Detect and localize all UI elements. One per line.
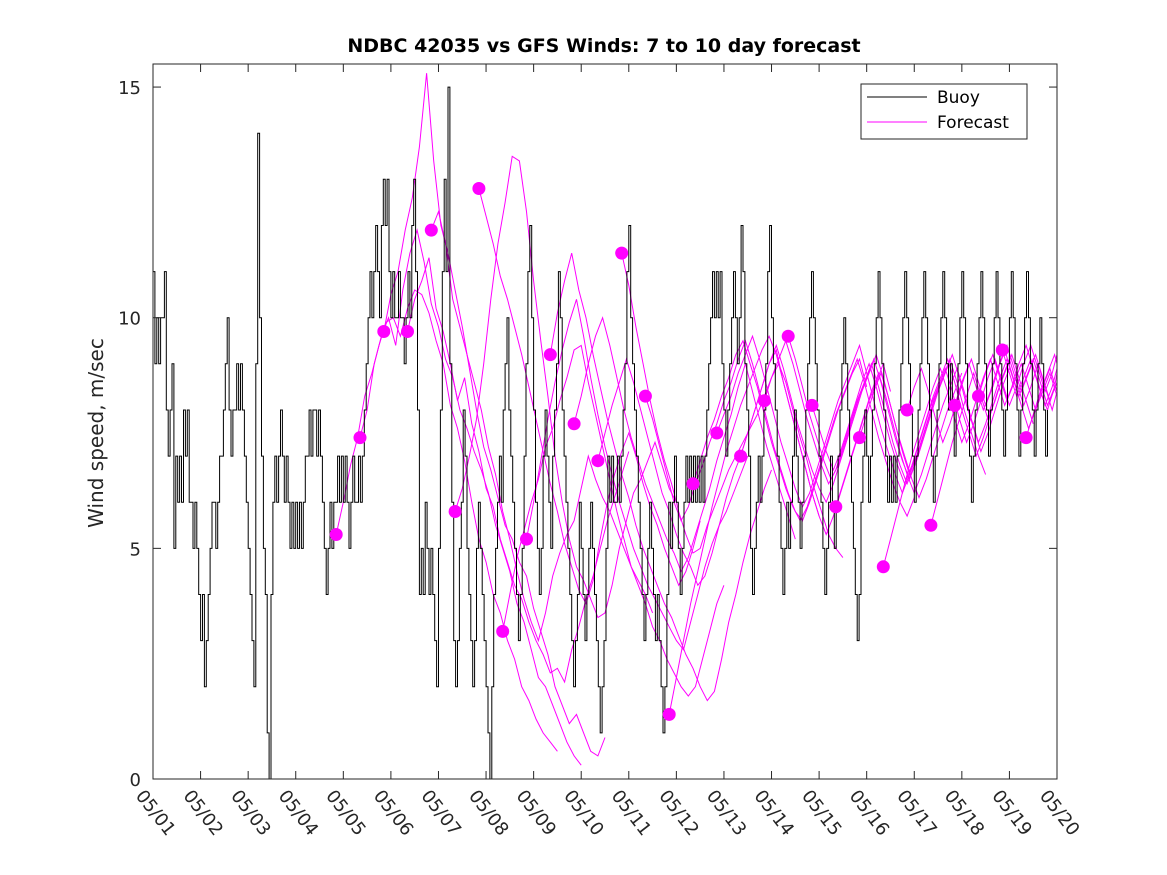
forecast-marker-12 [591,454,605,468]
legend-label-buoy: Buoy [937,88,980,108]
forecast-line-22 [835,357,1057,507]
forecast-marker-10 [543,348,557,362]
forecast-marker-9 [520,532,533,546]
forecast-marker-18 [734,449,748,463]
forecast-marker-3 [377,325,391,338]
forecast-marker-25 [900,403,914,417]
y-tick-label-15: 15 [118,78,141,99]
forecast-line-18 [740,343,963,504]
forecast-line-7 [478,188,701,606]
y-tick-label-5: 5 [130,539,141,560]
forecast-line-13 [621,252,844,558]
forecast-marker-19 [757,394,771,408]
forecast-marker-11 [567,417,581,431]
forecast-line-17 [716,334,939,509]
plot-area [153,64,1057,779]
forecast-marker-28 [972,389,985,403]
forecast-marker-7 [472,182,486,195]
forecast-line-4 [407,257,630,684]
forecast-line-11 [573,316,796,573]
forecast-marker-1 [329,528,343,541]
legend-label-forecast: Forecast [937,113,1009,133]
legend: Buoy Forecast [860,83,1028,140]
forecast-marker-15 [662,707,676,721]
forecast-marker-14 [638,389,652,403]
buoy-line [153,86,1048,779]
forecast-marker-8 [496,624,510,638]
forecast-line-3 [383,73,606,757]
y-tick-label-10: 10 [118,309,141,330]
forecast-marker-22 [829,500,843,514]
legend-box [860,83,1028,140]
forecast-marker-2 [353,431,367,445]
forecast-lines [335,73,1057,766]
forecast-line-6 [454,155,677,619]
forecast-marker-29 [995,343,1009,357]
forecast-line-10 [549,252,772,702]
forecast-line-2 [359,228,582,766]
forecast-marker-16 [686,477,700,491]
buoy-line-group [153,86,1048,779]
forecast-marker-20 [781,329,795,343]
forecast-line-9 [526,299,749,651]
forecast-line-5 [430,209,654,643]
forecast-marker-24 [876,560,890,574]
chart-title: NDBC 42035 vs GFS Winds: 7 to 10 day for… [347,35,860,57]
forecast-line-14 [644,339,868,522]
forecast-marker-27 [948,398,962,412]
forecast-marker-23 [853,431,866,445]
forecast-marker-26 [924,518,938,532]
forecast-marker-21 [805,398,819,412]
plot-frame [152,63,1058,780]
forecast-marker-6 [448,505,462,518]
forecast-marker-5 [424,223,438,237]
forecast-marker-30 [1019,431,1033,445]
forecast-marker-4 [401,325,414,338]
forecast-marker-13 [615,246,629,260]
y-tick-label-0: 0 [130,770,141,791]
y-axis: 0 5 10 15 [118,78,1057,791]
forecast-marker-17 [710,426,724,440]
y-axis-label: Wind speed, m/sec [84,338,108,528]
forecast-markers [329,182,1033,721]
